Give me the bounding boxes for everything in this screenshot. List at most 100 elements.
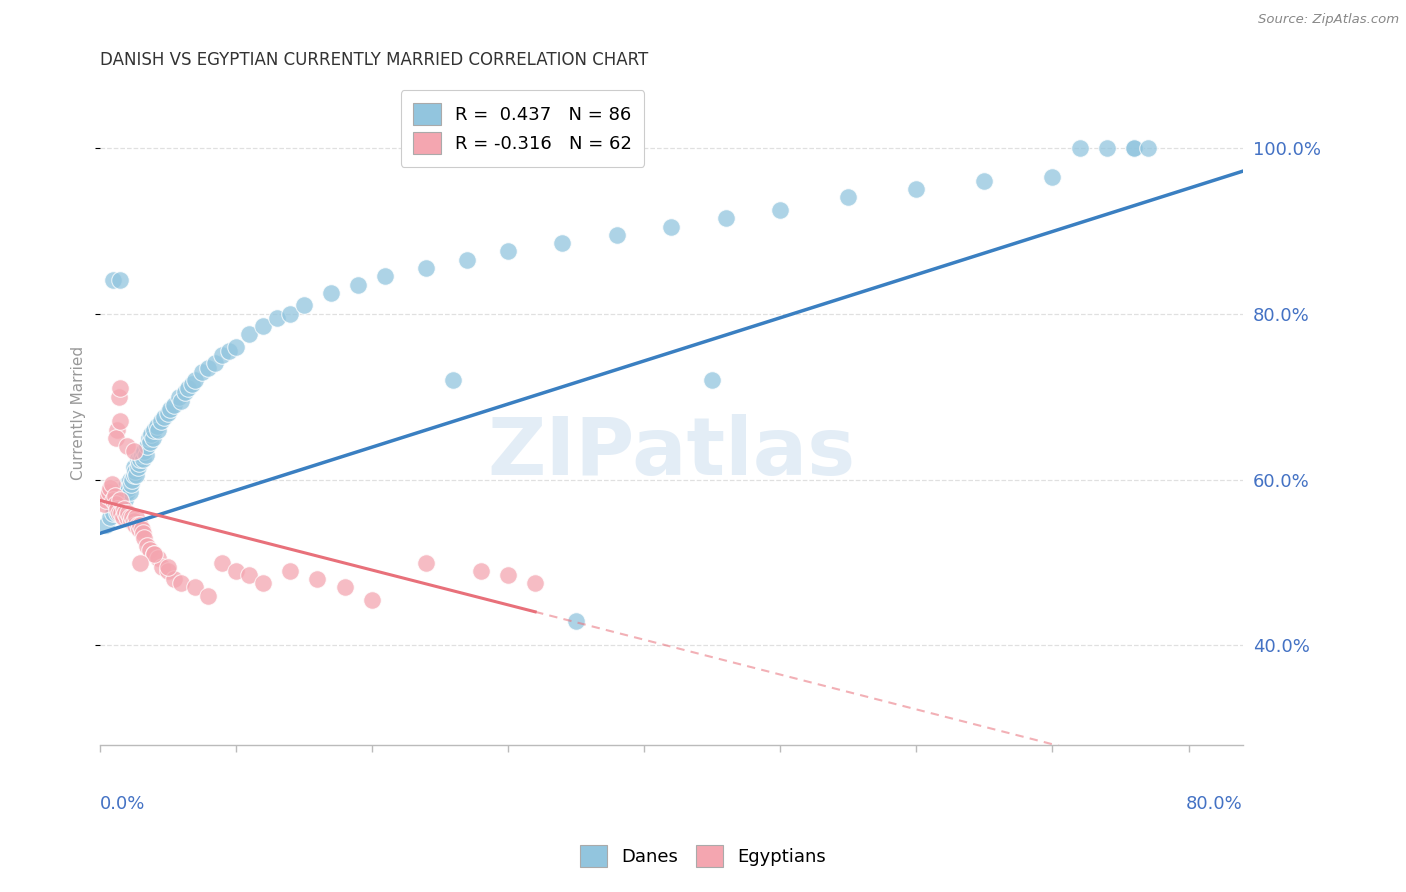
Legend: R =  0.437   N = 86, R = -0.316   N = 62: R = 0.437 N = 86, R = -0.316 N = 62 [401,90,644,167]
Point [415,260,437,275]
Point [125,468,148,483]
Point [184,373,207,387]
Point [347,277,370,292]
Point [150,559,173,574]
Point [129,518,152,533]
Point [496,568,519,582]
Point [127,460,149,475]
Text: 0.0%: 0.0% [100,795,145,813]
Point [136,439,159,453]
Point [146,551,169,566]
Point [211,348,233,362]
Point [136,539,159,553]
Point [117,481,139,495]
Point [108,489,131,503]
Point [105,423,128,437]
Point [134,443,156,458]
Point [143,423,166,437]
Point [112,489,135,503]
Point [131,448,153,462]
Point [252,319,274,334]
Point [905,182,928,196]
Point [127,451,149,466]
Point [100,509,122,524]
Point [181,377,204,392]
Point [174,385,197,400]
Point [112,481,135,495]
Point [238,327,260,342]
Point [319,285,342,300]
Point [115,509,138,524]
Point [104,431,127,445]
Point [163,398,186,412]
Point [145,418,167,433]
Point [103,506,125,520]
Point [107,390,129,404]
Point [122,443,145,458]
Point [524,576,547,591]
Point [456,252,478,267]
Point [565,614,588,628]
Point [100,481,122,495]
Point [360,592,382,607]
Point [138,431,160,445]
Point [108,501,131,516]
Point [973,174,995,188]
Point [104,498,127,512]
Point [197,360,219,375]
Point [128,456,150,470]
Point [149,415,172,429]
Point [117,506,139,520]
Point [110,493,132,508]
Text: ZIPatlas: ZIPatlas [486,414,855,492]
Point [122,460,145,475]
Point [132,451,155,466]
Point [190,365,212,379]
Point [115,476,138,491]
Point [108,273,131,287]
Point [292,298,315,312]
Point [769,202,792,217]
Point [156,559,179,574]
Point [105,506,128,520]
Point [98,485,121,500]
Point [122,468,145,483]
Point [278,564,301,578]
Point [163,572,186,586]
Text: Source: ZipAtlas.com: Source: ZipAtlas.com [1258,13,1399,27]
Point [111,509,134,524]
Point [837,190,859,204]
Point [714,211,737,226]
Point [278,307,301,321]
Point [112,501,135,516]
Point [97,489,120,503]
Point [103,489,125,503]
Point [104,498,127,512]
Y-axis label: Currently Married: Currently Married [72,346,86,480]
Point [225,564,247,578]
Point [238,568,260,582]
Point [120,514,142,528]
Point [124,464,146,478]
Point [131,522,153,536]
Point [139,543,162,558]
Point [114,493,136,508]
Point [374,269,396,284]
Point [218,343,240,358]
Point [252,576,274,591]
Point [127,518,149,533]
Point [103,273,125,287]
Point [307,572,329,586]
Point [118,473,141,487]
Point [496,244,519,259]
Point [103,493,125,508]
Point [108,493,131,508]
Point [124,518,146,533]
Point [170,393,193,408]
Point [139,435,162,450]
Point [108,381,131,395]
Point [118,485,141,500]
Text: DANISH VS EGYPTIAN CURRENTLY MARRIED CORRELATION CHART: DANISH VS EGYPTIAN CURRENTLY MARRIED COR… [100,51,648,69]
Point [93,498,115,512]
Point [129,556,152,570]
